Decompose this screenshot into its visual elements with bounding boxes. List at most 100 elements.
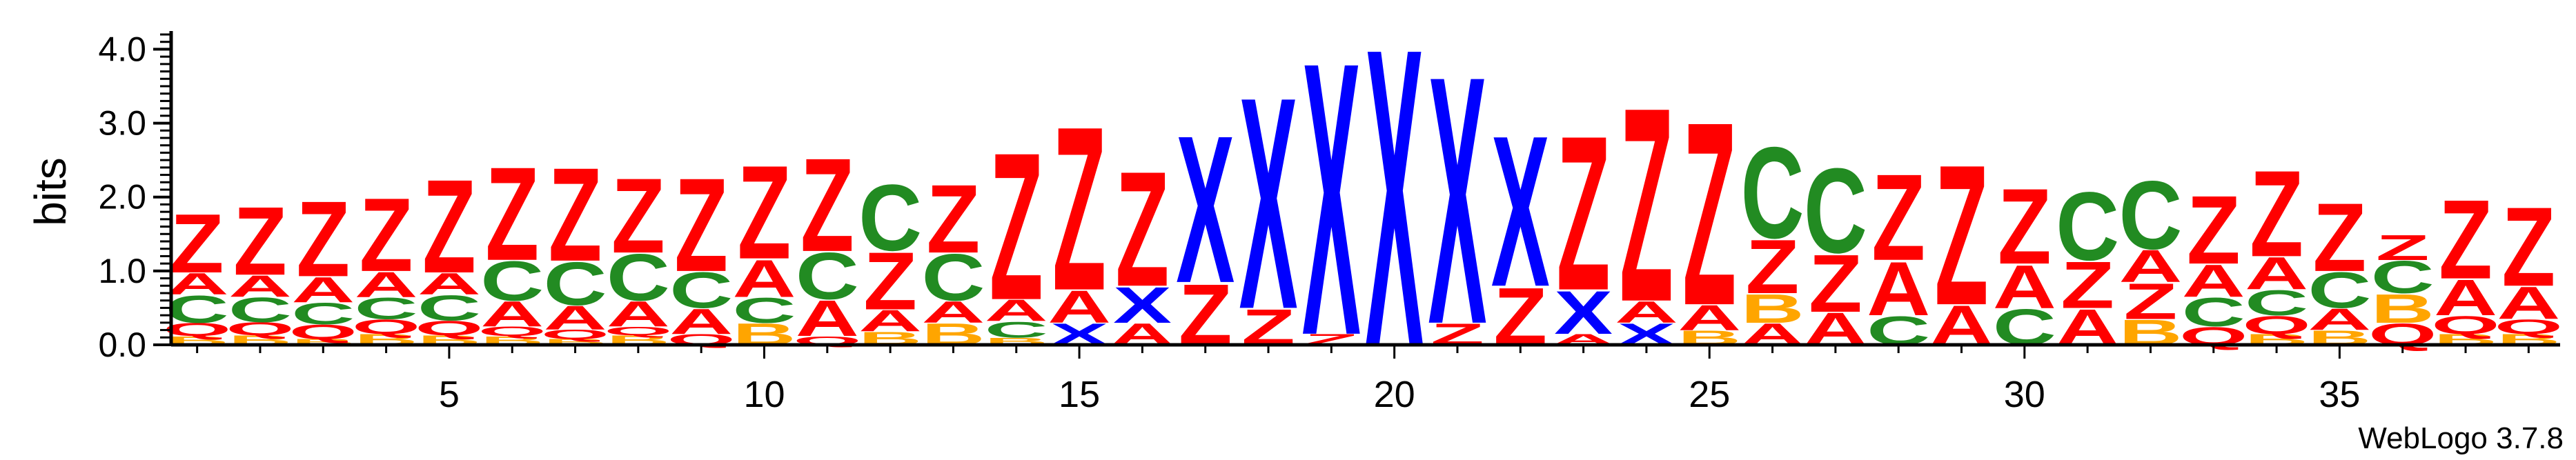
- logo-letter-C: C: [417, 288, 481, 328]
- logo-letter-Q: Q: [2243, 310, 2311, 339]
- logo-letter-C: C: [1804, 143, 1867, 279]
- logo-letter-A: A: [796, 290, 859, 348]
- logo-column-18: ZX: [1239, 34, 1299, 372]
- logo-letter-Z: Z: [1116, 138, 1170, 321]
- logo-letter-A: A: [480, 294, 544, 334]
- logo-letter-C: C: [669, 262, 733, 319]
- logo-letter-Z: Z: [1809, 238, 1862, 330]
- x-tick-label: 25: [1689, 374, 1730, 415]
- logo-letter-A: A: [228, 270, 292, 304]
- logo-letter-A: A: [921, 295, 985, 330]
- logo-column-16: AXZ: [1110, 138, 1174, 352]
- logo-letter-Q: Q: [352, 315, 420, 338]
- logo-letter-A: A: [166, 267, 229, 301]
- logo-letter-Z: Z: [2250, 145, 2303, 282]
- y-tick-label: 1.0: [98, 252, 146, 290]
- logo-letter-Z: Z: [2124, 273, 2178, 330]
- logo-letter-A: A: [417, 267, 481, 301]
- logo-column-28: CAZ: [1867, 149, 1930, 354]
- logo-letter-Z: Z: [1935, 123, 1989, 347]
- logo-letter-C: C: [2182, 290, 2245, 335]
- logo-letter-A: A: [985, 294, 1048, 328]
- y-tick-label: 0.0: [98, 326, 146, 364]
- logo-letter-Q: Q: [163, 319, 231, 340]
- logo-letter-Z: Z: [990, 108, 1043, 344]
- logo-letter-C: C: [733, 290, 796, 330]
- logo-letter-Z: Z: [1682, 68, 1736, 360]
- logo-letter-Z: Z: [1871, 149, 1925, 286]
- y-axis-label: bits: [26, 157, 75, 226]
- logo-letter-C: C: [291, 297, 355, 331]
- logo-letter-Z: Z: [2501, 184, 2555, 310]
- logo-letter-Z: Z: [674, 150, 728, 299]
- logo-column-30: CAZ: [1993, 167, 2056, 357]
- logo-letter-Z: Z: [927, 164, 981, 274]
- x-axis: 5 10 15 20 25 30 35: [171, 343, 2560, 415]
- logo-letter-C: C: [921, 240, 985, 314]
- logo-letter-C: C: [355, 292, 418, 326]
- logo-letter-Z: Z: [170, 197, 224, 290]
- logo-letter-X: X: [1176, 91, 1235, 327]
- logo-letter-A: A: [2497, 277, 2560, 329]
- logo-letter-C: C: [607, 240, 670, 314]
- logo-letter-Z: Z: [549, 140, 602, 289]
- logo-letter-A: A: [669, 301, 733, 341]
- x-tick-label: 30: [2004, 374, 2045, 415]
- logo-letter-X: X: [1365, 0, 1424, 436]
- logo-letter-A: A: [733, 249, 796, 308]
- x-tick-label: 10: [743, 374, 785, 415]
- logo-letter-Z: Z: [611, 157, 665, 276]
- logo-letter-A: A: [1615, 295, 1678, 330]
- logo-letter-Q: Q: [541, 327, 609, 341]
- logo-letter-A: A: [291, 270, 355, 310]
- logo-letter-A: A: [1678, 297, 1741, 337]
- logo-letter-C: C: [544, 250, 607, 319]
- logo-letter-C: C: [2056, 172, 2119, 281]
- logo-letter-Q: Q: [604, 324, 672, 338]
- logo-column-20: X: [1365, 0, 1424, 436]
- logo-letter-A: A: [355, 264, 418, 304]
- logo-letter-Z: Z: [1557, 90, 1611, 337]
- logo-letter-A: A: [2182, 255, 2245, 307]
- logo-letter-C: C: [796, 239, 859, 313]
- logo-letter-B: B: [2371, 286, 2435, 332]
- logo-letter-A: A: [1993, 252, 2056, 321]
- logo-letter-X: X: [1491, 90, 1550, 332]
- y-axis: 0.0 1.0 2.0 3.0 4.0: [98, 30, 173, 364]
- logo-letter-Z: Z: [2061, 248, 2114, 322]
- logo-letter-X: X: [1239, 34, 1299, 372]
- logo-column-27: AZC: [1804, 143, 1867, 354]
- x-tick-label: 20: [1374, 374, 1415, 415]
- logo-letter-X: X: [1554, 279, 1613, 348]
- logo-column-22: ZX: [1491, 90, 1550, 363]
- logo-letter-Z: Z: [863, 235, 917, 327]
- logo-letter-Z: Z: [1746, 224, 1800, 310]
- y-tick-label: 3.0: [98, 104, 146, 143]
- logo-letter-X: X: [1113, 277, 1172, 334]
- logo-letter-C: C: [858, 166, 922, 271]
- logo-letter-X: X: [1302, 0, 1361, 417]
- x-tick-label: 35: [2319, 374, 2360, 415]
- logo-letter-Z: Z: [1620, 50, 1673, 360]
- logo-letter-A: A: [607, 294, 670, 334]
- y-tick-label: 4.0: [98, 30, 146, 68]
- logo-letter-A: A: [1867, 246, 1930, 332]
- logo-letter-A: A: [544, 299, 607, 337]
- logo-letter-Q: Q: [415, 317, 483, 339]
